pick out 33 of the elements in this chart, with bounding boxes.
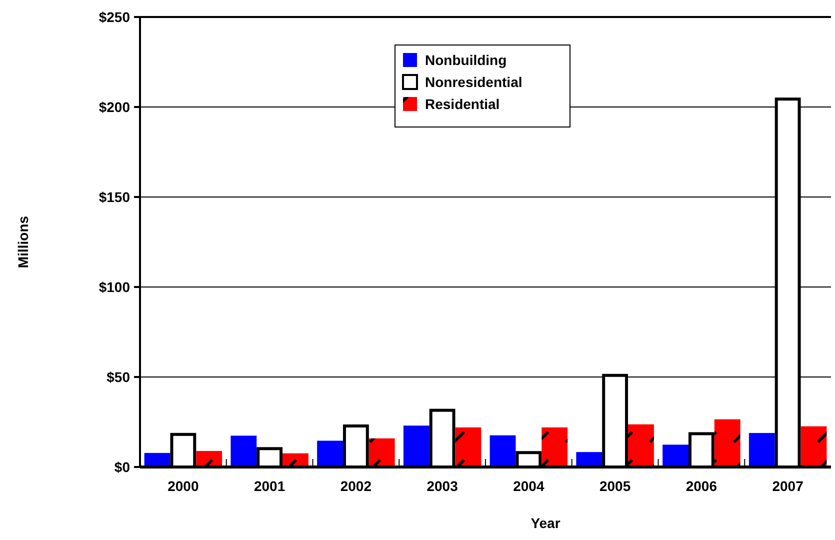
x-tick-label: 2004 xyxy=(513,478,544,494)
x-tick-label: 2000 xyxy=(168,478,199,494)
x-tick-label: 2005 xyxy=(599,478,631,494)
bar xyxy=(490,435,516,467)
bar xyxy=(403,426,430,467)
bar xyxy=(628,424,654,467)
legend-label: Nonresidential xyxy=(425,74,522,90)
y-axis-title: Millions xyxy=(15,216,31,268)
x-tick-label: 2001 xyxy=(254,478,286,494)
bar xyxy=(317,440,343,467)
bar xyxy=(542,427,568,467)
y-tick-label: $50 xyxy=(106,368,130,385)
y-tick-label: $200 xyxy=(98,98,130,115)
x-tick-label: 2007 xyxy=(772,478,804,494)
x-tick-label: 2002 xyxy=(340,478,372,494)
bar xyxy=(714,419,740,467)
y-tick-label: $100 xyxy=(98,278,130,295)
x-tick-label: 2006 xyxy=(686,478,718,494)
bar xyxy=(230,436,257,467)
bar xyxy=(576,452,602,467)
legend-label: Residential xyxy=(425,96,500,112)
bar xyxy=(196,450,222,467)
bar xyxy=(368,438,395,467)
bar xyxy=(748,432,775,467)
legend-label: Nonbuilding xyxy=(425,52,507,68)
y-tick-label: $150 xyxy=(98,188,130,205)
bar xyxy=(455,427,482,467)
bar xyxy=(662,444,688,467)
y-tick-label: $0 xyxy=(114,458,130,475)
y-tick-label: $250 xyxy=(98,8,130,25)
x-axis-title: Year xyxy=(530,515,561,531)
x-tick-label: 2003 xyxy=(426,478,458,494)
bar xyxy=(800,426,827,467)
